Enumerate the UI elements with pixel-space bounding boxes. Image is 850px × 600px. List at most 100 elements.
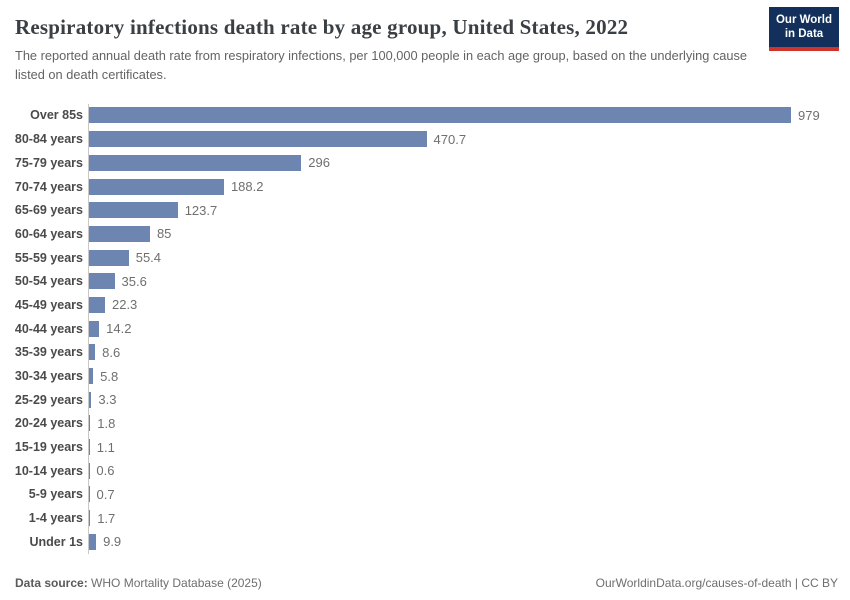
age-group-label: 75-79 years — [14, 155, 83, 170]
bar[interactable] — [89, 486, 90, 503]
chart-row: 20-24 years 1.8 — [0, 411, 850, 436]
chart-row: 40-44 years 14.2 — [0, 316, 850, 341]
chart-row: 5-9 years 0.7 — [0, 482, 850, 507]
chart-row: 60-64 years 85 — [0, 222, 850, 246]
chart-subtitle: The reported annual death rate from resp… — [15, 48, 748, 83]
data-source: Data source: WHO Mortality Database (202… — [15, 576, 262, 590]
bar[interactable] — [89, 415, 91, 432]
bar-track: 188.2 — [88, 174, 850, 199]
bar-value-label: 85 — [156, 226, 172, 242]
bar-value-label: 14.2 — [106, 321, 132, 337]
bar[interactable] — [89, 202, 178, 219]
chart-footer: Data source: WHO Mortality Database (202… — [15, 576, 838, 590]
bar-value-label: 1.7 — [97, 510, 116, 526]
bar-track: 470.7 — [88, 127, 850, 151]
bar[interactable] — [89, 296, 105, 313]
chart-row: 10-14 years 0.6 — [0, 458, 850, 483]
data-source-label: Data source: — [15, 576, 88, 590]
bar-track: 35.6 — [88, 269, 850, 294]
bar-track: 0.7 — [88, 482, 850, 507]
bar-track: 85 — [88, 222, 850, 246]
age-group-label: 55-59 years — [14, 250, 83, 265]
bar-value-label: 470.7 — [433, 131, 467, 147]
bar[interactable] — [89, 320, 100, 337]
bar-value-label: 3.3 — [98, 392, 117, 408]
age-group-label: 10-14 years — [14, 463, 83, 478]
bar[interactable] — [89, 533, 97, 550]
chart-rows: Over 85s 979 80-84 years 470.7 75-79 years 29… — [0, 103, 850, 554]
bar-value-label: 979 — [798, 107, 820, 123]
age-group-label: 25-29 years — [14, 392, 83, 407]
bar-chart: Over 85s 979 80-84 years 470.7 75-79 years 29… — [0, 103, 850, 554]
bar[interactable] — [89, 249, 129, 266]
chart-row: 75-79 years 296 — [0, 151, 850, 175]
bar[interactable] — [89, 344, 96, 361]
owid-logo-line2: in Data — [784, 28, 824, 41]
bar-value-label: 188.2 — [230, 179, 264, 195]
age-group-label: 5-9 years — [28, 487, 83, 502]
bar-track: 22.3 — [88, 293, 850, 317]
chart-row: 50-54 years 35.6 — [0, 269, 850, 294]
bar[interactable] — [89, 178, 224, 195]
age-group-label: 60-64 years — [14, 226, 83, 241]
bar-track: 296 — [88, 151, 850, 175]
age-group-label: 50-54 years — [14, 274, 83, 289]
chart-row: 1-4 years 1.7 — [0, 506, 850, 530]
bar-track: 8.6 — [88, 340, 850, 365]
age-group-label: Over 85s — [30, 108, 83, 123]
age-group-label: 40-44 years — [14, 321, 83, 336]
attribution: OurWorldinData.org/causes-of-death | CC … — [596, 576, 838, 590]
bar-value-label: 1.1 — [96, 439, 115, 455]
bar-track: 1.1 — [88, 435, 850, 459]
chart-title: Respiratory infections death rate by age… — [15, 15, 629, 39]
attribution-url[interactable]: OurWorldinData.org/causes-of-death — [595, 576, 792, 590]
license-label: CC BY — [801, 576, 838, 590]
age-group-label: 20-24 years — [14, 416, 83, 431]
chart-row: 70-74 years 188.2 — [0, 174, 850, 199]
bar[interactable] — [89, 107, 791, 124]
chart-header: Respiratory infections death rate by age… — [0, 0, 850, 85]
bar[interactable] — [89, 273, 115, 290]
attribution-separator: | — [794, 576, 798, 590]
chart-row: 35-39 years 8.6 — [0, 340, 850, 365]
chart-row: 80-84 years 470.7 — [0, 127, 850, 151]
bar-track: 123.7 — [88, 198, 850, 223]
bar-value-label: 5.8 — [100, 368, 119, 384]
chart-row: 25-29 years 3.3 — [0, 387, 850, 412]
bar-track: 0.6 — [88, 458, 850, 483]
bar-value-label: 296 — [308, 155, 330, 171]
age-group-label: 70-74 years — [14, 179, 83, 194]
age-group-label: 80-84 years — [14, 132, 83, 147]
bar-value-label: 123.7 — [184, 202, 218, 218]
bar-track: 14.2 — [88, 316, 850, 341]
bar[interactable] — [89, 368, 94, 385]
bar-value-label: 8.6 — [102, 344, 121, 360]
chart-row: 65-69 years 123.7 — [0, 198, 850, 223]
chart-row: 15-19 years 1.1 — [0, 435, 850, 459]
bar[interactable] — [89, 391, 92, 408]
bar-value-label: 22.3 — [111, 297, 138, 313]
bar[interactable] — [89, 131, 427, 148]
age-group-label: 1-4 years — [28, 511, 83, 526]
bar[interactable] — [89, 225, 150, 242]
owid-logo-line1: Our World — [775, 14, 832, 26]
owid-logo[interactable]: Our World in Data — [769, 7, 839, 51]
chart-row: 30-34 years 5.8 — [0, 364, 850, 388]
age-group-label: 15-19 years — [14, 440, 83, 455]
chart-row: Over 85s 979 — [0, 103, 850, 128]
bar-track: 9.9 — [88, 530, 850, 554]
age-group-label: 30-34 years — [14, 369, 83, 384]
bar-track: 3.3 — [88, 387, 850, 412]
bar[interactable] — [89, 154, 302, 171]
bar[interactable] — [89, 439, 90, 456]
bar-value-label: 55.4 — [135, 250, 162, 266]
bar-value-label: 0.6 — [96, 463, 115, 479]
bar-value-label: 9.9 — [103, 534, 122, 550]
bar-track: 979 — [88, 103, 850, 128]
bar[interactable] — [89, 510, 91, 527]
bar-track: 1.7 — [88, 506, 850, 530]
age-group-label: Under 1s — [29, 534, 84, 549]
chart-row: Under 1s 9.9 — [0, 530, 850, 554]
bar-track: 55.4 — [88, 245, 850, 270]
bar-track: 5.8 — [88, 364, 850, 388]
